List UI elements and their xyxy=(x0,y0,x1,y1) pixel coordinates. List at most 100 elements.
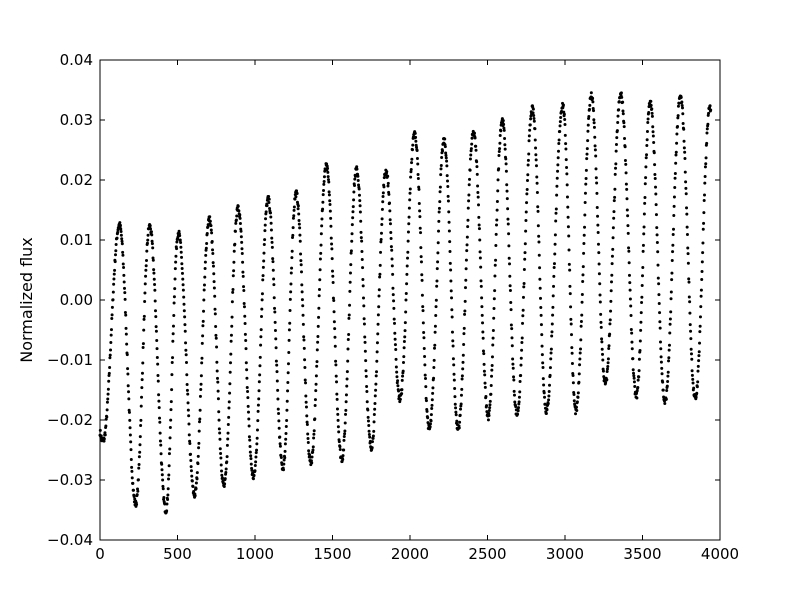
data-point xyxy=(583,191,587,195)
data-point xyxy=(137,455,141,459)
data-point xyxy=(315,360,319,364)
data-point xyxy=(152,277,156,281)
data-point xyxy=(459,407,463,411)
data-point xyxy=(256,419,260,423)
data-point xyxy=(593,148,597,152)
data-point xyxy=(469,153,473,157)
data-point xyxy=(535,175,539,179)
data-point xyxy=(322,188,326,192)
data-point xyxy=(393,321,396,325)
data-point xyxy=(381,195,385,199)
data-point xyxy=(260,315,264,319)
data-point xyxy=(448,261,452,265)
data-point xyxy=(180,266,184,270)
data-point xyxy=(498,134,502,138)
data-point xyxy=(141,346,145,350)
data-point xyxy=(523,242,527,246)
data-point xyxy=(526,163,530,167)
data-point xyxy=(580,292,584,296)
data-point xyxy=(580,313,584,317)
data-point xyxy=(653,172,657,176)
data-point xyxy=(464,278,468,282)
data-point xyxy=(326,178,330,182)
data-point xyxy=(255,442,259,446)
data-point xyxy=(632,371,636,375)
data-point xyxy=(398,397,402,401)
data-point xyxy=(120,239,124,243)
data-point xyxy=(317,306,321,310)
data-point xyxy=(541,377,545,381)
data-point xyxy=(465,235,469,239)
data-point xyxy=(402,355,406,359)
data-point xyxy=(160,473,164,477)
data-point xyxy=(421,321,425,325)
data-point xyxy=(389,237,393,241)
data-point xyxy=(287,350,291,354)
data-point xyxy=(457,426,461,430)
data-point xyxy=(193,494,197,498)
data-point xyxy=(155,339,159,343)
data-point xyxy=(608,322,612,326)
data-point xyxy=(105,408,109,412)
data-point xyxy=(387,192,391,196)
data-point xyxy=(328,209,332,213)
data-point xyxy=(690,357,694,361)
data-point xyxy=(436,241,440,245)
data-point xyxy=(505,183,509,187)
data-point xyxy=(140,378,144,382)
data-point xyxy=(382,185,386,189)
data-point xyxy=(694,395,698,399)
data-point xyxy=(185,388,189,392)
data-point xyxy=(698,324,702,328)
data-point xyxy=(355,167,359,171)
data-point xyxy=(595,205,599,209)
data-point xyxy=(216,397,220,401)
data-point xyxy=(299,252,303,256)
data-point xyxy=(123,291,127,295)
data-point xyxy=(439,167,443,171)
data-point xyxy=(443,145,447,149)
x-tick-label: 4000 xyxy=(701,545,739,563)
y-tick-label: 0.00 xyxy=(60,291,93,309)
data-point xyxy=(213,294,217,298)
data-point xyxy=(204,253,208,257)
data-point xyxy=(670,271,674,275)
data-point xyxy=(306,440,310,444)
data-point xyxy=(328,199,332,203)
data-point xyxy=(405,282,409,286)
data-point xyxy=(241,260,245,264)
data-point xyxy=(277,426,281,430)
data-point xyxy=(549,347,553,351)
data-point xyxy=(550,322,554,326)
data-point xyxy=(300,270,303,274)
data-point xyxy=(537,240,541,244)
data-point xyxy=(658,311,662,315)
data-point xyxy=(375,370,379,374)
data-point xyxy=(636,386,640,390)
data-point xyxy=(337,430,341,434)
data-point xyxy=(580,300,584,304)
data-point xyxy=(438,190,442,194)
data-point xyxy=(386,181,390,185)
data-point xyxy=(522,285,526,289)
data-point xyxy=(352,190,356,194)
data-point xyxy=(656,276,660,280)
data-point xyxy=(108,356,112,360)
data-point xyxy=(658,340,662,344)
data-point xyxy=(252,473,256,477)
data-point xyxy=(608,332,612,336)
data-point xyxy=(482,352,486,356)
data-point xyxy=(162,496,166,500)
data-point xyxy=(269,211,272,215)
data-point xyxy=(445,159,449,163)
data-point xyxy=(390,257,394,261)
data-point xyxy=(205,232,209,236)
data-point xyxy=(180,255,184,259)
data-point xyxy=(519,363,523,367)
data-point xyxy=(554,219,558,223)
data-point xyxy=(308,453,312,457)
data-point xyxy=(627,261,631,265)
data-point xyxy=(642,225,646,229)
data-point xyxy=(566,215,570,219)
data-point xyxy=(596,231,600,235)
